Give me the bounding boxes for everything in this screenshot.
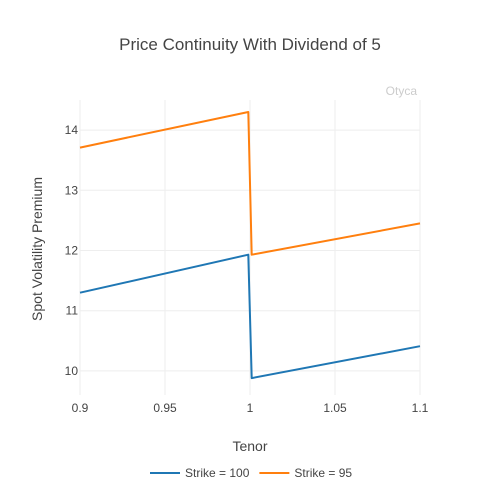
x-axis-title: Tenor [232,438,267,454]
y-axis-ticks: 10 11 12 13 14 [65,123,79,378]
series-line-2 [79,111,421,256]
legend[interactable]: Strike = 100 Strike = 95 [150,466,352,480]
y-tick-label: 12 [65,244,79,258]
y-tick-label: 14 [65,123,79,137]
x-axis-ticks: 0.9 0.95 1 1.05 1.1 [72,401,429,415]
y-tick-label: 11 [66,304,79,318]
y-axis-title: Spot Volatility Premium [29,177,45,321]
legend-item[interactable]: Strike = 95 [259,466,352,480]
legend-label: Strike = 100 [185,466,250,480]
x-tick-label: 0.95 [153,401,177,415]
legend-label: Strike = 95 [294,466,352,480]
x-tick-label: 1.1 [412,401,429,415]
x-tick-label: 1.05 [323,401,347,415]
y-tick-label: 10 [65,364,79,378]
watermark-text: Otyca [386,84,418,98]
legend-item[interactable]: Strike = 100 [150,466,250,480]
series-line-1 [79,253,421,380]
series-lines [79,111,421,380]
x-tick-label: 0.9 [72,401,89,415]
x-tick-label: 1 [247,401,254,415]
y-tick-label: 13 [65,183,79,197]
chart-title: Price Continuity With Dividend of 5 [119,35,381,54]
